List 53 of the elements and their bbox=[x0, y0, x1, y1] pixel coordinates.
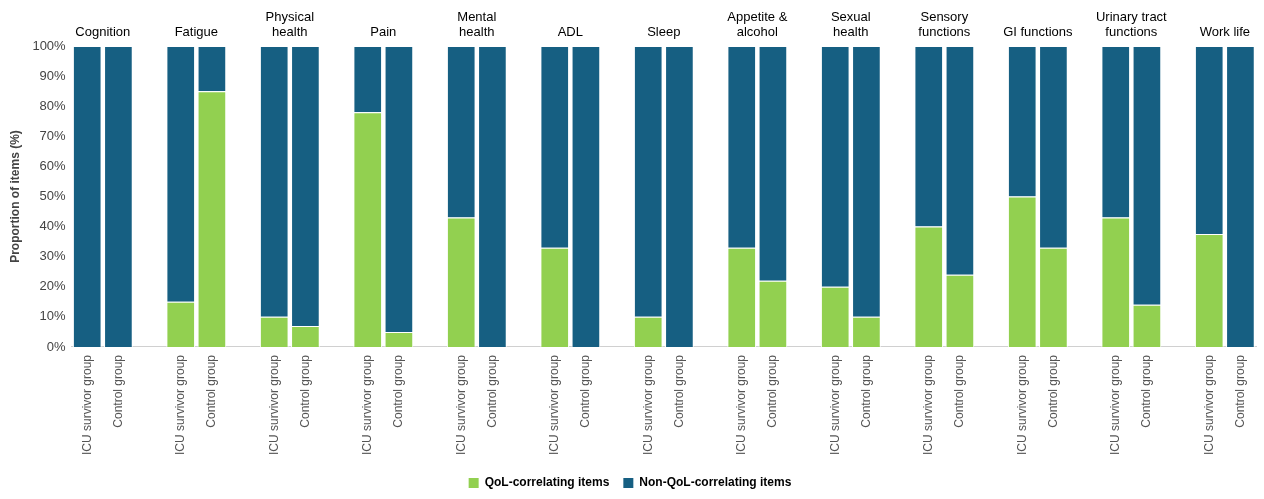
text: Work life bbox=[1199, 24, 1250, 39]
x-tick-label: ICU survivor group bbox=[734, 354, 749, 455]
text: Physical health bbox=[265, 9, 315, 39]
x-tick-label: Control group bbox=[110, 354, 125, 428]
x-tick-label: Control group bbox=[204, 354, 219, 428]
y-tick-label: 100% bbox=[32, 37, 67, 53]
x-tick-label: Control group bbox=[1045, 354, 1060, 428]
x-tick-label: ICU survivor group bbox=[1201, 354, 1216, 455]
x-tick-label: Control group bbox=[297, 354, 312, 428]
x-tick-label: ICU survivor group bbox=[453, 354, 468, 455]
y-tick-label: 0% bbox=[46, 338, 67, 354]
text: Cognition bbox=[75, 24, 131, 39]
text: Appetite & alcohol bbox=[727, 9, 788, 39]
y-tick-label: 40% bbox=[39, 218, 67, 234]
x-tick-label: Control group bbox=[1139, 354, 1154, 428]
text: Sensory functions bbox=[918, 9, 971, 39]
x-tick-label: ICU survivor group bbox=[1014, 354, 1029, 455]
x-tick-label: Control group bbox=[671, 354, 686, 428]
x-tick-label: ICU survivor group bbox=[640, 354, 655, 455]
x-tick-label: Control group bbox=[1232, 354, 1247, 428]
x-tick-label: Control group bbox=[484, 354, 499, 428]
legend-label: Non-QoL-correlating items bbox=[639, 475, 792, 490]
y-axis-title: Proportion of items (%) bbox=[7, 130, 22, 263]
x-tick-label: ICU survivor group bbox=[79, 354, 94, 455]
y-tick-label: 70% bbox=[39, 127, 67, 143]
text: Sexual health bbox=[830, 9, 871, 39]
y-tick-label: 80% bbox=[39, 97, 67, 113]
x-tick-label: Control group bbox=[578, 354, 593, 428]
x-tick-label: ICU survivor group bbox=[547, 354, 562, 455]
text: GI functions bbox=[1003, 24, 1074, 39]
text: Fatigue bbox=[174, 24, 219, 39]
y-tick-label: 90% bbox=[39, 67, 67, 83]
x-tick-label: ICU survivor group bbox=[360, 354, 375, 455]
y-tick-label: 60% bbox=[39, 157, 67, 173]
y-tick-label: 20% bbox=[39, 278, 67, 294]
text: Pain bbox=[370, 24, 397, 39]
x-tick-label: Control group bbox=[391, 354, 406, 428]
x-tick-label: ICU survivor group bbox=[1108, 354, 1123, 455]
x-tick-label: ICU survivor group bbox=[827, 354, 842, 455]
text: ADL bbox=[557, 24, 583, 39]
y-tick-label: 50% bbox=[39, 188, 67, 204]
text: Urinary tract functions bbox=[1095, 9, 1168, 39]
y-tick-label: 30% bbox=[39, 248, 67, 264]
x-tick-label: ICU survivor group bbox=[921, 354, 936, 455]
x-tick-label: Control group bbox=[858, 354, 873, 428]
x-tick-label: ICU survivor group bbox=[173, 354, 188, 455]
x-tick-label: ICU survivor group bbox=[266, 354, 281, 455]
x-tick-label: Control group bbox=[765, 354, 780, 428]
text: Mental health bbox=[457, 9, 497, 39]
legend-label: QoL-correlating items bbox=[484, 475, 610, 490]
y-tick-label: 10% bbox=[39, 308, 67, 324]
text: Sleep bbox=[647, 24, 681, 39]
x-tick-label: Control group bbox=[952, 354, 967, 428]
